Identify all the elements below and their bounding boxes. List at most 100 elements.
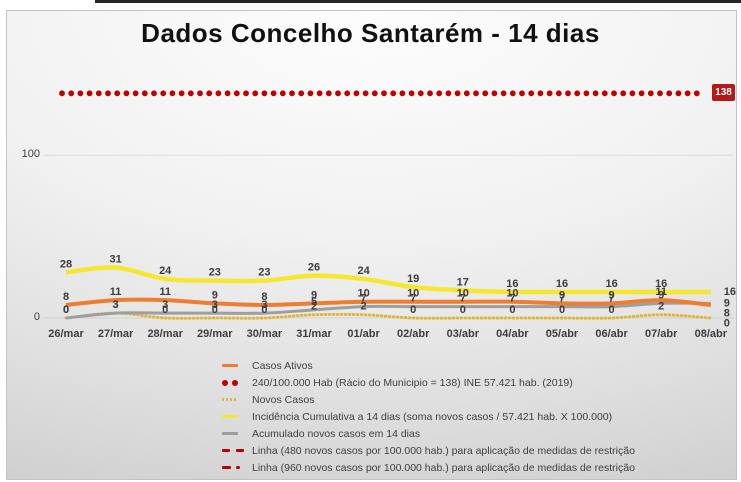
chart-title: Dados Concelho Santarém - 14 dias [141,18,600,48]
legend-label-racio-municipio: 240/100.000 Hab (Rácio do Municipio = 13… [252,376,573,389]
x-tick-29-mar: 29/mar [197,328,233,340]
y-tick-0: 0 [33,311,40,323]
x-tick-30-mar: 30/mar [246,328,283,340]
casos-ativos-legend-marker-icon [222,364,252,367]
legend-item-novos-casos: Novos Casos [222,391,635,408]
data-label-novos-casos: 0 [162,304,168,316]
x-tick-28-mar: 28/mar [147,328,183,340]
data-label-acumulado-14-dias: 0 [63,304,69,316]
data-label-casos-ativos: 10 [457,288,469,300]
data-label-acumulado-14-dias: 3 [261,299,267,311]
data-label-acumulado-14-dias: 5 [311,296,317,308]
x-tick-05-abr: 05/abr [545,328,579,340]
data-label-incidencia-cumulativa: 24 [159,265,172,277]
legend-label-linha-480: Linha (480 novos casos por 100.000 hab.)… [252,444,635,457]
legend-item-linha-480: Linha (480 novos casos por 100.000 hab.)… [222,442,635,459]
data-label-casos-ativos: 10 [407,288,419,300]
legend-label-novos-casos: Novos Casos [252,393,315,406]
data-label-last: 0 [724,317,730,329]
data-label-novos-casos: 0 [63,304,69,316]
legend-label-linha-960: Linha (960 novos casos por 100.000 hab.)… [252,461,635,474]
data-label-novos-casos: 2 [361,301,367,313]
x-tick-31-mar: 31/mar [296,328,332,340]
data-label-incidencia-cumulativa: 16 [506,278,518,290]
data-label-novos-casos: 0 [460,304,466,316]
data-label-incidencia-cumulativa: 23 [258,267,270,279]
threshold-dots-line [59,90,700,97]
data-label-incidencia-cumulativa: 28 [60,258,72,270]
data-label-casos-ativos: 8 [261,291,267,303]
data-label-incidencia-cumulativa: 23 [209,267,221,279]
x-tick-02-abr: 02/abr [396,328,430,340]
data-label-novos-casos: 2 [658,301,664,313]
linha-960-legend-marker-icon [222,465,252,470]
data-label-casos-ativos: 10 [506,288,518,300]
data-label-acumulado-14-dias: 7 [460,293,466,305]
series-line-casos-ativos [65,297,711,307]
x-tick-08-abr: 08/abr [694,328,727,340]
legend-item-racio-municipio: 240/100.000 Hab (Rácio do Municipio = 13… [222,374,635,391]
racio-municipio-legend-marker-icon [222,379,252,386]
data-label-acumulado-14-dias: 3 [212,299,218,311]
data-label-novos-casos: 2 [311,301,317,313]
linha-480-legend-marker-icon [222,449,252,452]
legend-label-incidencia-cumulativa: Incidência Cumulativa a 14 dias (soma no… [252,410,613,423]
data-label-incidencia-cumulativa: 31 [109,254,121,266]
legend-item-casos-ativos: Casos Ativos [222,357,635,374]
data-label-casos-ativos: 9 [212,289,218,301]
incidencia-cumulativa-legend-marker-icon [222,415,252,418]
data-label-incidencia-cumulativa: 24 [357,265,370,277]
data-label-incidencia-cumulativa: 17 [457,276,469,288]
y-tick-100: 100 [21,148,40,161]
data-label-acumulado-14-dias: 3 [113,299,119,311]
top-border-line [95,0,741,3]
data-label-acumulado-14-dias: 3 [162,299,168,311]
legend-item-incidencia-cumulativa: Incidência Cumulativa a 14 dias (soma no… [222,408,635,425]
acumulado-14-dias-legend-marker-icon [222,432,252,435]
data-label-casos-ativos: 11 [110,286,122,298]
x-tick-03-abr: 03/abr [446,328,479,340]
data-label-acumulado-14-dias: 7 [361,293,367,305]
data-label-casos-ativos: 9 [609,289,615,301]
series-line-acumulado-14-dias [65,301,711,320]
data-label-casos-ativos: 9 [311,289,317,301]
data-label-novos-casos: 0 [559,304,565,316]
data-label-incidencia-cumulativa: 19 [407,273,419,285]
legend-label-acumulado-14-dias: Acumulado novos casos em 14 dias [252,427,421,440]
series-line-incidencia-cumulativa [65,265,711,295]
x-tick-01-abr: 01/abr [347,328,380,340]
chart-legend: Casos Ativos 240/100.000 Hab (Rácio do Mu… [222,357,635,476]
data-label-acumulado-14-dias: 9 [658,289,664,301]
x-tick-06-abr: 06/abr [595,328,628,340]
data-label-casos-ativos: 11 [159,286,171,298]
data-label-last: 16 [724,286,736,298]
data-label-novos-casos: 0 [609,304,615,316]
data-label-casos-ativos: 8 [63,291,69,303]
series-line-novos-casos [64,311,713,320]
data-label-casos-ativos: 11 [655,286,667,298]
novos-casos-legend-marker-icon [222,398,252,401]
data-label-novos-casos: 0 [509,304,515,316]
legend-item-acumulado-14-dias: Acumulado novos casos em 14 dias [222,425,635,442]
data-label-last: 8 [724,307,730,319]
data-label-last: 9 [724,297,730,309]
data-label-acumulado-14-dias: 7 [410,293,416,305]
data-label-novos-casos: 3 [113,299,119,311]
chart-slide-background [6,10,737,480]
legend-label-casos-ativos: Casos Ativos [252,359,313,372]
data-label-incidencia-cumulativa: 16 [605,278,617,290]
data-label-novos-casos: 0 [212,304,218,316]
data-label-acumulado-14-dias: 7 [609,293,615,305]
data-label-casos-ativos: 9 [559,289,565,301]
threshold-value-badge: 138 [712,84,735,101]
x-tick-27-mar: 27/mar [97,328,134,340]
x-tick-07-abr: 07/abr [644,328,678,340]
data-label-acumulado-14-dias: 7 [509,293,515,305]
data-label-incidencia-cumulativa: 26 [308,262,320,274]
data-label-acumulado-14-dias: 7 [559,293,565,305]
data-label-novos-casos: 0 [261,304,267,316]
x-tick-04-abr: 04/abr [496,328,529,340]
legend-item-linha-960: Linha (960 novos casos por 100.000 hab.)… [222,459,635,476]
